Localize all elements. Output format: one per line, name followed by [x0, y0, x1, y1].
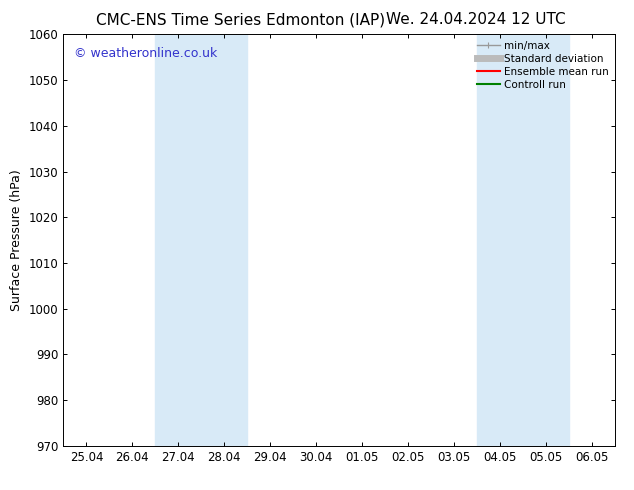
- Bar: [155, 34, 247, 446]
- Text: CMC-ENS Time Series Edmonton (IAP): CMC-ENS Time Series Edmonton (IAP): [96, 12, 385, 27]
- Text: We. 24.04.2024 12 UTC: We. 24.04.2024 12 UTC: [385, 12, 566, 27]
- Legend: min/max, Standard deviation, Ensemble mean run, Controll run: min/max, Standard deviation, Ensemble me…: [473, 36, 613, 94]
- Bar: [477, 34, 569, 446]
- Y-axis label: Surface Pressure (hPa): Surface Pressure (hPa): [10, 169, 23, 311]
- Text: © weatheronline.co.uk: © weatheronline.co.uk: [74, 47, 217, 60]
